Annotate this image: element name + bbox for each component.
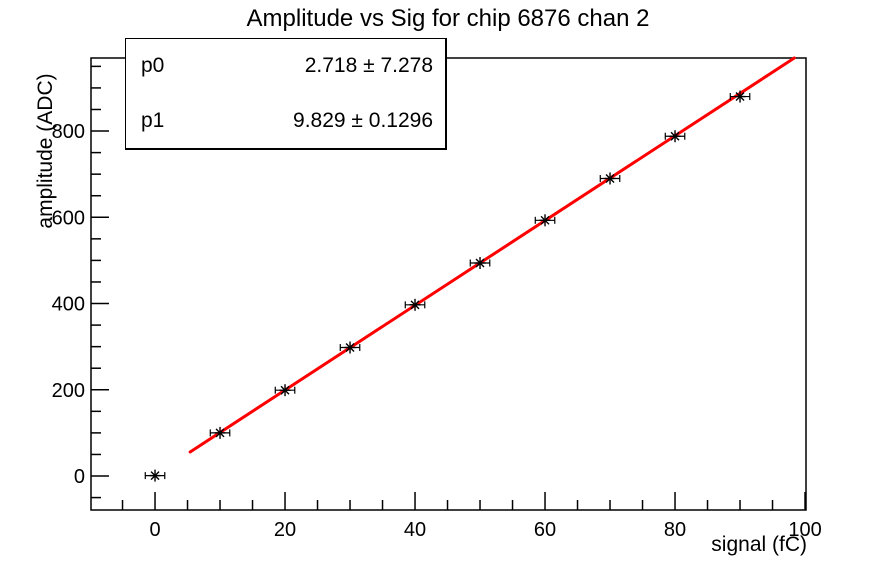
marker-line — [215, 428, 225, 438]
plot-frame — [90, 57, 807, 511]
stats-row-p0: p0 2.718 ± 7.278 — [126, 54, 445, 78]
marker-line — [475, 258, 485, 268]
stats-row-p1: p1 9.829 ± 0.1296 — [126, 109, 445, 133]
fit-stats-box: p0 2.718 ± 7.278 p1 9.829 ± 0.1296 — [125, 38, 447, 150]
data-point-marker — [209, 426, 231, 439]
y-tick-label: 0 — [74, 466, 85, 488]
data-point-marker — [404, 298, 426, 311]
marker-line — [735, 92, 745, 102]
x-tick-label: 0 — [149, 519, 160, 541]
x-axis-title: signal (fC) — [711, 533, 807, 556]
marker-line — [670, 131, 680, 141]
y-axis-title: amplitude (ADC) — [34, 73, 57, 229]
marker-line — [540, 215, 550, 225]
y-tick-label: 400 — [52, 294, 85, 316]
marker-line — [410, 300, 420, 310]
x-tick-label: 60 — [534, 519, 556, 541]
marker-line — [605, 173, 615, 183]
x-tick-label: 20 — [274, 519, 296, 541]
param-value: 9.829 ± 0.1296 — [293, 108, 433, 132]
data-point-marker — [599, 172, 621, 185]
data-point-marker — [469, 256, 491, 269]
x-tick-label: 100 — [788, 519, 821, 541]
param-name: p0 — [141, 54, 165, 78]
marker-line — [150, 471, 160, 481]
data-point-marker — [729, 90, 751, 103]
data-point-marker — [534, 214, 556, 227]
param-name: p1 — [141, 108, 165, 132]
x-tick-label: 80 — [664, 519, 686, 541]
y-tick-label: 200 — [52, 380, 85, 402]
y-tick-label: 600 — [52, 207, 85, 229]
data-point-marker — [144, 469, 166, 482]
data-point-marker — [274, 384, 296, 397]
marker-line — [280, 385, 290, 395]
data-point-marker — [664, 130, 686, 143]
data-point-marker — [339, 341, 361, 354]
fit-line — [188, 56, 796, 454]
param-value: 2.718 ± 7.278 — [304, 54, 433, 78]
marker-line — [345, 343, 355, 353]
plot-title: Amplitude vs Sig for chip 6876 chan 2 — [246, 5, 650, 32]
y-tick-label: 800 — [52, 121, 85, 143]
x-tick-label: 40 — [404, 519, 426, 541]
